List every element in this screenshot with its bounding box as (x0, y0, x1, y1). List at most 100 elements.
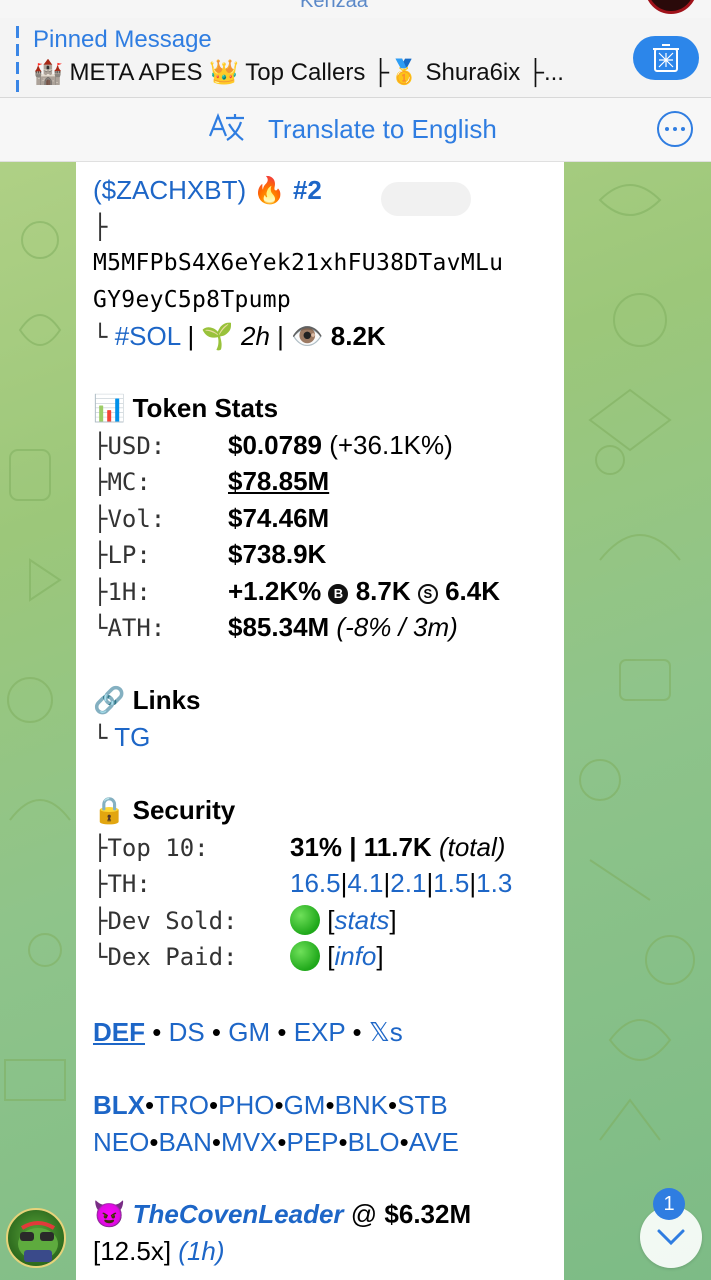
bot-link-tro[interactable]: TRO (154, 1090, 209, 1120)
branch: ├ (93, 468, 108, 496)
pinned-list-button[interactable] (633, 36, 699, 80)
branch: ├ (93, 833, 108, 862)
dot-icon (665, 127, 669, 131)
section-title: Token Stats (132, 393, 279, 423)
unread-count-badge: 1 (653, 1188, 685, 1220)
call-time-link[interactable]: (1h) (178, 1235, 225, 1266)
separator: • (145, 1090, 155, 1120)
bot-link-pho[interactable]: PHO (218, 1090, 275, 1120)
separator: • (338, 1126, 348, 1157)
separator: • (388, 1090, 398, 1120)
security-row-dex-paid: └Dex Paid: [info] (93, 941, 384, 971)
stat-row-mc: ├MC: $78.85M (93, 463, 563, 500)
holder-link[interactable]: 4.1 (347, 868, 384, 898)
token-stats-section: 📊 Token Stats ├USD: $0.0789 (+36.1K%) ├M… (93, 390, 563, 646)
holder-link[interactable]: 1.3 (476, 868, 513, 898)
link-icon: 🔗 (93, 685, 126, 715)
frog-avatar-icon (18, 1221, 58, 1262)
contract-address-line2[interactable]: GY9eyC5p8Tpump (93, 286, 292, 313)
pinned-title: Pinned Message (33, 26, 212, 53)
branch: ├ (93, 577, 108, 606)
chat-title[interactable]: Kenzaa (300, 0, 368, 12)
branch: └ (93, 614, 108, 642)
translate-bar[interactable]: Translate to English (0, 98, 711, 162)
exp-link[interactable]: EXP (293, 1017, 346, 1047)
separator: • (211, 1126, 222, 1157)
sell-volume: 6.4K (445, 575, 501, 606)
caller-name-link[interactable]: TheCovenLeader (132, 1199, 344, 1229)
stat-key: Vol: (107, 504, 166, 533)
section-title: Security (132, 795, 236, 825)
view-count: 8.2K (330, 321, 386, 351)
chart-icon: 📊 (93, 393, 126, 423)
bot-link-stb[interactable]: STB (397, 1090, 448, 1120)
stat-row-usd: ├USD: $0.0789 (+36.1K%) (93, 427, 563, 464)
meta-line: └ #SOL | 🌱 2h | 👁️ 8.2K (93, 318, 563, 355)
dot-icon (673, 127, 677, 131)
holder-link[interactable]: 2.1 (390, 868, 427, 898)
bot-link-pep[interactable]: PEP (286, 1126, 339, 1157)
chat-avatar[interactable] (645, 0, 697, 14)
bot-link-ban[interactable]: BAN (158, 1126, 212, 1157)
stat-extra: (+36.1K%) (321, 429, 453, 460)
separator: • (145, 1017, 169, 1047)
branch: ├ (93, 431, 108, 460)
bot-link-blx[interactable]: BLX (93, 1090, 145, 1120)
rank-hashtag[interactable]: #2 (292, 175, 322, 205)
separator: | (340, 868, 348, 898)
chain-hashtag[interactable]: #SOL (114, 321, 181, 351)
bot-links: BLX•TRO•PHO•GM•BNK•STB NEO•BAN•MVX•PEP•B… (93, 1087, 563, 1160)
branch: ├ (93, 212, 108, 241)
more-options-button[interactable] (657, 111, 693, 147)
sender-avatar[interactable] (6, 1208, 66, 1268)
def-link[interactable]: DEF (93, 1017, 145, 1047)
separator: • (277, 1126, 287, 1157)
stat-value: $74.46M (228, 502, 330, 533)
section-title: Links (132, 685, 201, 715)
top10-extra: (total) (438, 831, 506, 862)
bot-link-mvx[interactable]: MVX (221, 1126, 278, 1157)
security-row-top10: ├Top 10: 31% | 11.7K (total) (93, 829, 563, 866)
green-circle-icon (290, 941, 320, 971)
message-bubble: ($ZACHXBT) 🔥 #2 ├ M5MFPbS4X6eYek21xhFU38… (76, 162, 564, 1280)
branch: ├ (93, 541, 108, 569)
security-row-th: ├TH: 16.5|4.1|2.1|1.5|1.3 (93, 865, 563, 902)
quick-links: DEF • DS • GM • EXP • 𝕏s (93, 1014, 563, 1051)
stat-key: MC: (107, 468, 151, 496)
info-link[interactable]: info (334, 941, 377, 971)
market-cap-link[interactable]: $78.85M (228, 466, 330, 496)
buy-volume: 8.7K (355, 575, 411, 606)
security-key: Dev Sold: (107, 906, 238, 935)
stat-row-ath: └ATH: $85.34M (-8% / 3m) (93, 609, 563, 646)
bot-link-neo[interactable]: NEO (93, 1126, 150, 1157)
translate-label[interactable]: Translate to English (268, 114, 497, 144)
telegram-link[interactable]: TG (114, 721, 151, 752)
holder-link[interactable]: 16.5 (290, 868, 341, 898)
separator: • (209, 1090, 219, 1120)
contract-address-line1[interactable]: M5MFPbS4X6eYek21xhFU38DTavMLu (93, 250, 504, 276)
stat-key: ATH: (107, 614, 166, 642)
chevron-down-icon (657, 1229, 685, 1246)
bot-link-gm[interactable]: GM (283, 1090, 326, 1120)
loading-placeholder (381, 182, 471, 216)
chat-header: Kenzaa (0, 0, 711, 18)
x-search-link[interactable]: 𝕏s (368, 1017, 403, 1047)
pinned-message-bar[interactable]: Pinned Message 🏰 META APES 👑 Top Callers… (0, 18, 711, 98)
separator: | (383, 868, 391, 898)
security-key: Top 10: (107, 833, 209, 862)
bot-link-bnk[interactable]: BNK (334, 1090, 389, 1120)
top10-value: 31% | 11.7K (290, 831, 432, 862)
ticker-link[interactable]: ($ZACHXBT) (93, 175, 247, 205)
bot-link-blo[interactable]: BLO (347, 1126, 400, 1157)
bot-link-ave[interactable]: AVE (408, 1126, 459, 1157)
security-key: Dex Paid: (107, 943, 238, 971)
ds-link[interactable]: DS (168, 1017, 205, 1047)
token-age: 2h (241, 321, 270, 351)
stats-link[interactable]: stats (334, 904, 390, 935)
stat-key: 1H: (107, 577, 151, 606)
separator: | (426, 868, 434, 898)
gm-link[interactable]: GM (228, 1017, 271, 1047)
separator: | (269, 321, 292, 351)
holder-link[interactable]: 1.5 (433, 868, 470, 898)
pinned-text: 🏰 META APES 👑 Top Callers ├🥇 Shura6ix ├.… (33, 59, 564, 86)
